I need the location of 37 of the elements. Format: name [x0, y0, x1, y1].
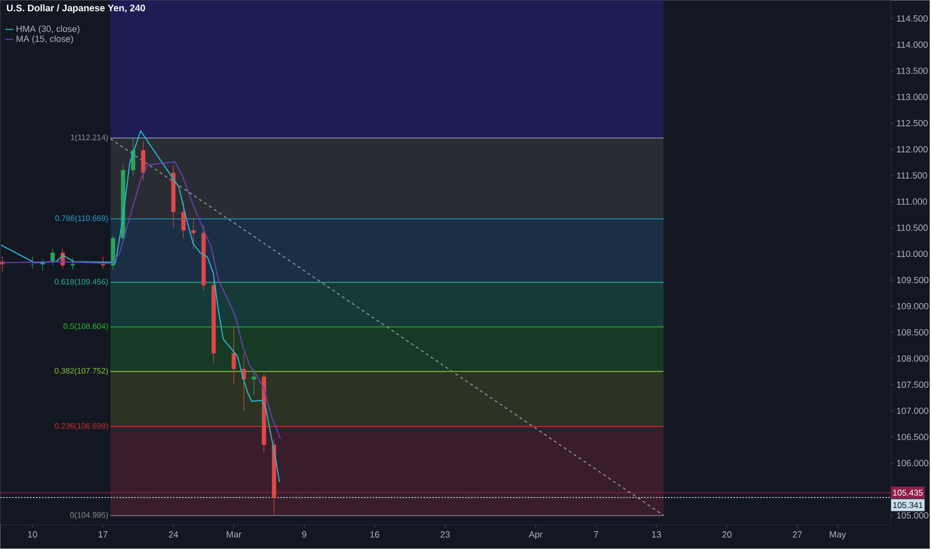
y-tick-label: 108.500	[897, 329, 928, 336]
x-tick-label: 27	[792, 531, 802, 538]
x-tick-label: Apr	[528, 531, 543, 540]
ref-line-label: 105.341	[893, 502, 923, 508]
legend-label: MA (15, close)	[16, 35, 73, 44]
y-tick-label: 112.000	[897, 146, 928, 153]
y-tick-label: 109.500	[897, 276, 928, 284]
x-tick-label: 7	[594, 531, 598, 538]
x-tick-label: 20	[722, 531, 732, 538]
legend-label: HMA (30, close)	[16, 26, 80, 34]
x-tick-label: May	[830, 531, 846, 540]
x-tick-label: 24	[168, 531, 178, 538]
y-tick-label: 106.500	[897, 434, 928, 440]
ref-line-label: 105.435	[893, 490, 923, 496]
x-tick-label: 23	[440, 531, 450, 538]
y-tick-label: 109.000	[897, 303, 928, 310]
y-tick-label: 114.000	[897, 42, 928, 48]
y-tick-label: 114.500	[897, 15, 928, 22]
y-tick-label: 111.500	[897, 172, 928, 179]
y-tick-label: 106.000	[897, 460, 928, 466]
x-tick-label: 17	[98, 531, 108, 538]
y-tick-label: 107.000	[897, 408, 928, 414]
x-tick-label: 9	[302, 531, 306, 538]
y-tick-label: 105.000	[897, 512, 928, 519]
x-tick-label: Mar	[226, 531, 242, 538]
x-tick-label: 13	[652, 531, 662, 538]
y-tick-label: 108.000	[897, 355, 928, 362]
y-tick-label: 110.500	[897, 224, 928, 232]
chart-title: U.S. Dollar / Japanese Yen, 240	[6, 4, 146, 14]
y-tick-label: 110.000	[897, 250, 928, 258]
x-tick-label: 16	[370, 531, 380, 538]
x-tick-label: 10	[28, 531, 38, 538]
y-tick-label: 111.000	[897, 198, 928, 205]
y-tick-label: 107.500	[897, 382, 928, 388]
y-tick-label: 113.000	[897, 94, 928, 100]
y-tick-label: 112.500	[897, 120, 928, 126]
y-tick-label: 113.500	[897, 68, 928, 74]
